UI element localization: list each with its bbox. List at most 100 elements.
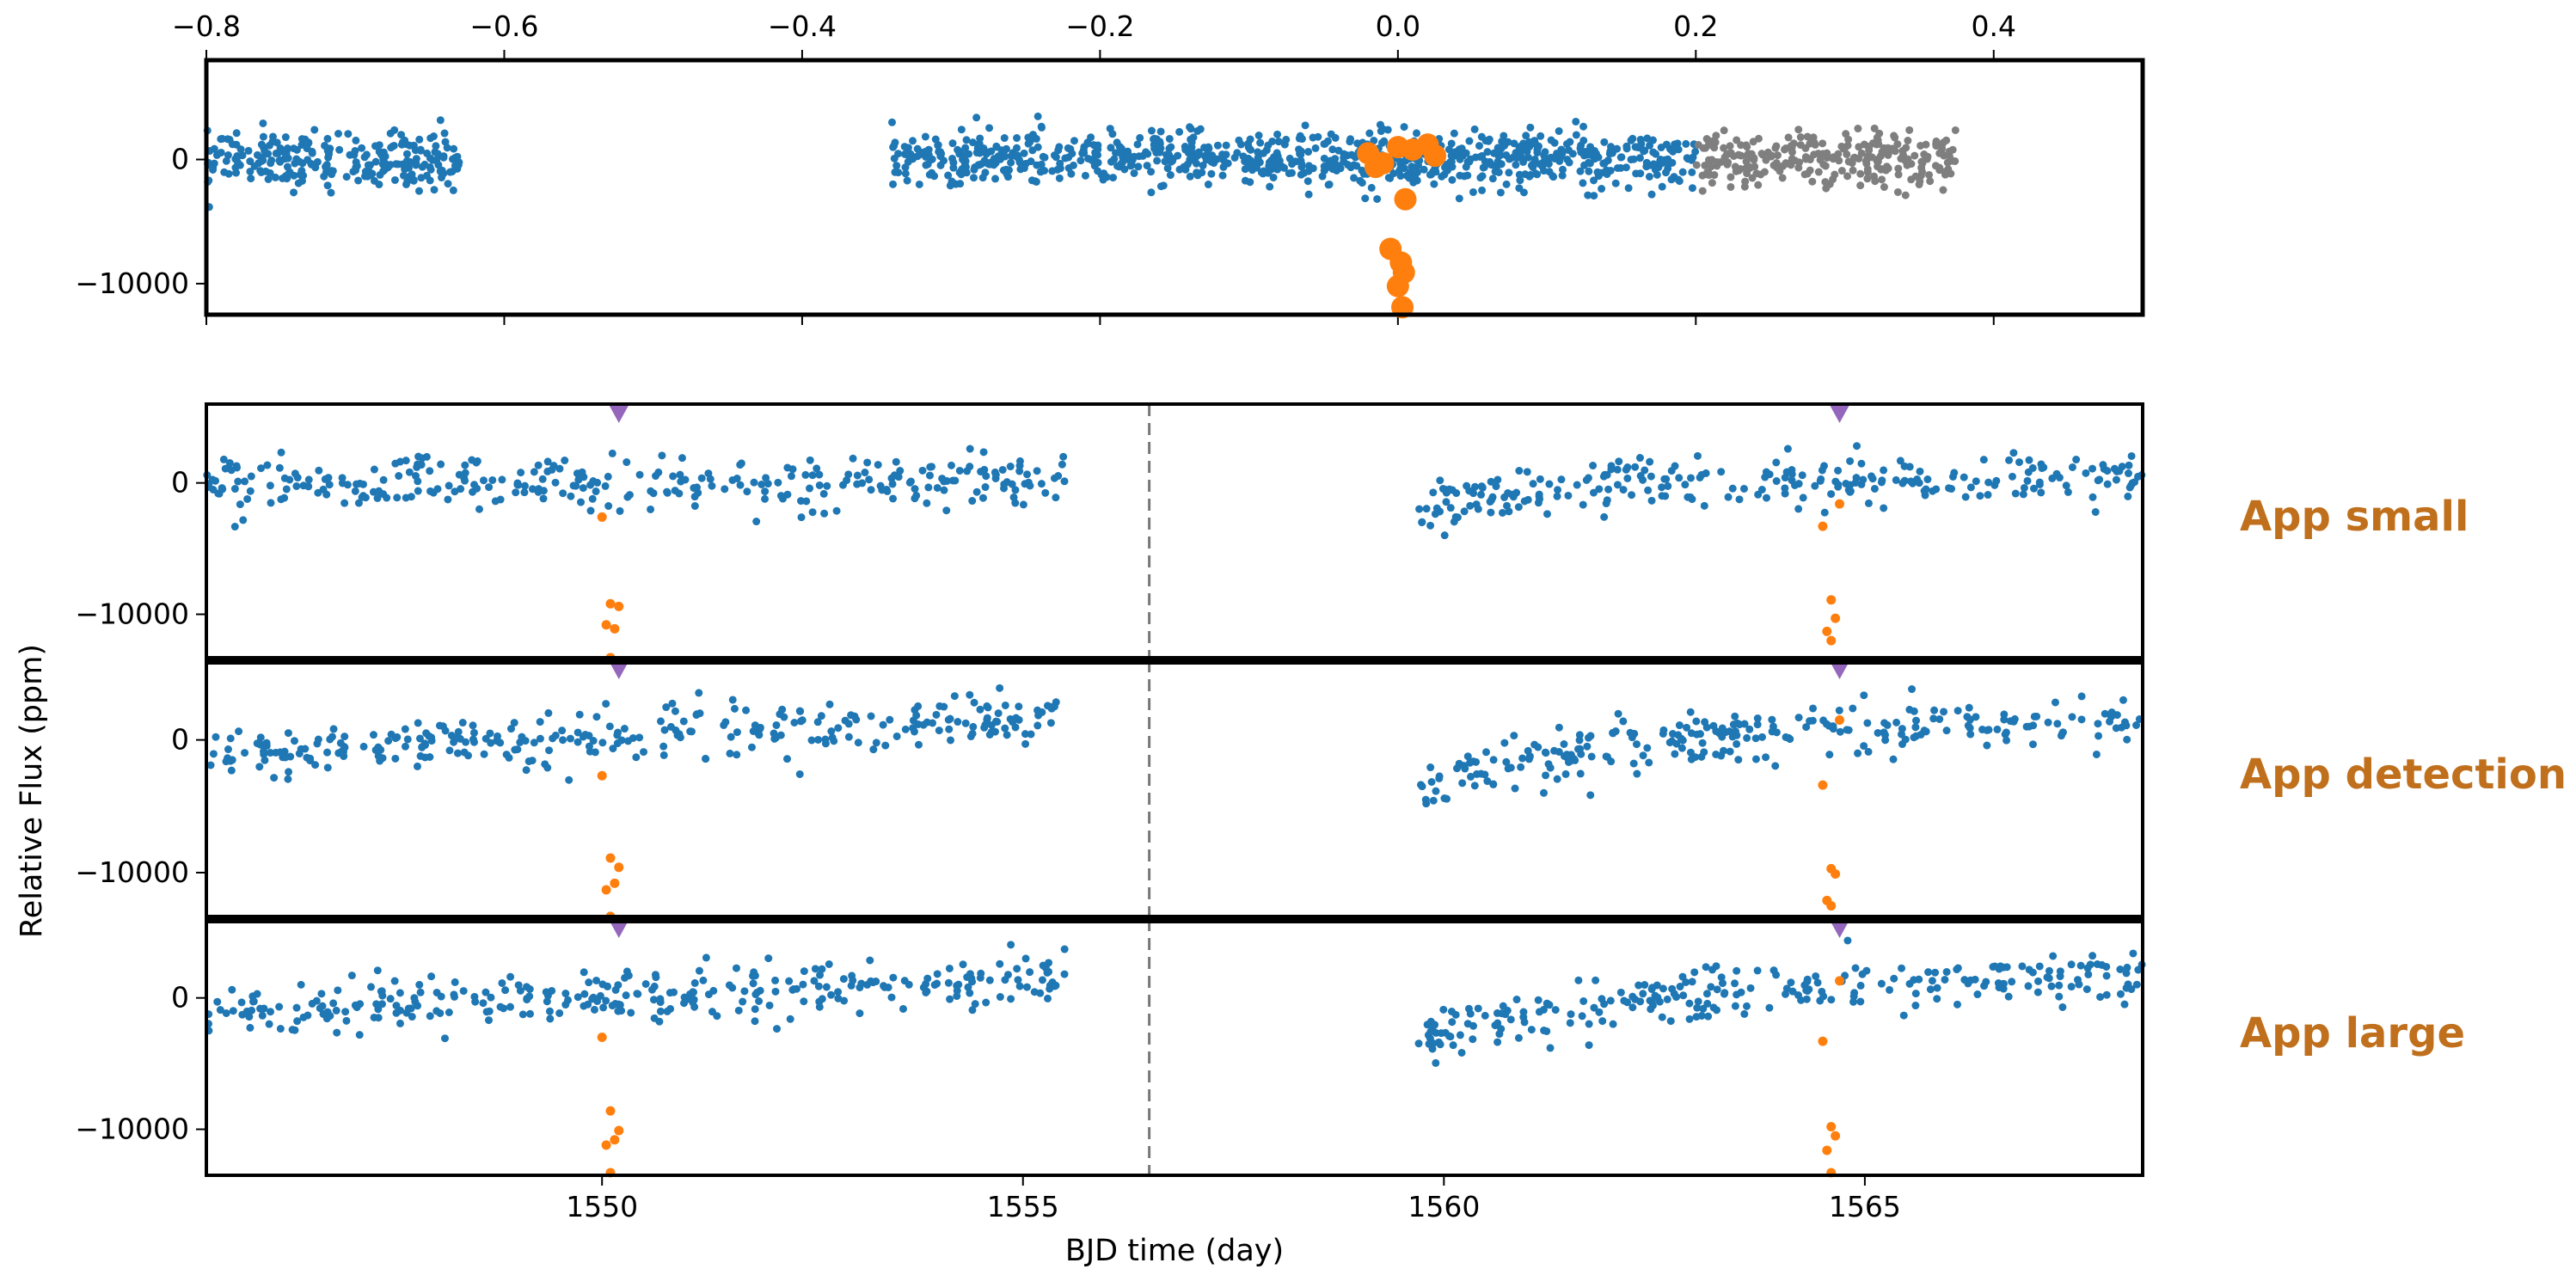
flux-point <box>402 494 410 502</box>
flux-point <box>651 971 659 979</box>
phase-point-out-of-window <box>1800 170 1809 179</box>
phase-point-out-of-window <box>1789 139 1798 148</box>
phase-point <box>956 180 965 188</box>
flux-point <box>312 996 321 1005</box>
flux-point <box>1889 755 1898 763</box>
flux-point <box>620 725 629 733</box>
phase-point-out-of-window <box>1948 156 1957 165</box>
x-tick-label: 1560 <box>1408 1190 1480 1223</box>
flux-point <box>334 749 343 757</box>
flux-point <box>378 991 387 1000</box>
flux-point <box>1630 729 1639 738</box>
flux-point <box>539 487 548 495</box>
flux-point <box>1613 465 1622 474</box>
flux-point <box>1698 739 1707 747</box>
flux-point <box>323 748 332 757</box>
flux-point <box>1798 471 1806 480</box>
flux-point <box>1762 753 1770 762</box>
flux-point <box>1465 487 1474 495</box>
flux-point <box>543 763 552 772</box>
flux-point <box>469 721 477 730</box>
phase-point-out-of-window <box>1903 161 1911 169</box>
flux-point <box>1809 704 1818 713</box>
phase-point <box>294 179 303 187</box>
flux-point <box>265 1020 273 1028</box>
phase-point-out-of-window <box>1863 168 1872 176</box>
phase-point-out-of-window <box>1842 130 1850 138</box>
phase-point <box>1321 166 1329 175</box>
transit-point <box>601 885 611 895</box>
phase-point <box>957 126 966 134</box>
flux-point <box>751 1017 759 1026</box>
flux-point <box>1609 1020 1617 1028</box>
phase-point-out-of-window <box>1778 174 1787 182</box>
phase-frame <box>204 58 2145 317</box>
phase-point <box>1648 136 1657 144</box>
flux-point <box>1510 732 1518 740</box>
phase-point <box>446 168 455 176</box>
phase-point <box>353 162 361 170</box>
transit-point <box>614 601 624 611</box>
flux-point <box>950 692 959 701</box>
flux-point <box>1595 485 1604 494</box>
phase-point <box>1484 137 1493 145</box>
flux-point <box>1474 1004 1482 1013</box>
phase-point <box>1515 184 1524 193</box>
phase-point <box>1112 149 1120 157</box>
phase-point <box>383 163 392 172</box>
flux-point <box>598 739 607 747</box>
flux-point <box>1751 755 1760 763</box>
phase-point-out-of-window <box>1878 148 1886 156</box>
flux-point <box>1647 1005 1655 1014</box>
phase-point <box>1346 138 1354 146</box>
flux-point <box>690 502 699 511</box>
flux-point <box>968 729 977 738</box>
flux-point <box>783 755 792 763</box>
flux-point <box>985 730 994 739</box>
flux-point <box>239 516 248 524</box>
flux-point <box>1712 750 1720 758</box>
flux-point <box>919 984 928 992</box>
flux-point <box>2084 970 2093 978</box>
flux-point <box>1486 498 1494 506</box>
flux-point <box>1768 727 1776 736</box>
phase-point <box>449 186 457 194</box>
flux-point <box>756 723 764 732</box>
flux-point <box>1729 720 1738 729</box>
flux-point <box>649 996 658 1004</box>
flux-point <box>1026 968 1034 977</box>
phase-point <box>1012 144 1021 152</box>
phase-point <box>1627 136 1635 144</box>
flux-point <box>2018 962 2027 971</box>
phase-point <box>903 176 911 185</box>
flux-point <box>1030 988 1039 996</box>
flux-point <box>1717 468 1726 476</box>
flux-point <box>1854 749 1862 757</box>
flux-point <box>1942 967 1951 976</box>
flux-point <box>976 705 984 714</box>
flux-point <box>1527 1026 1536 1034</box>
transit-point <box>610 878 620 888</box>
flux-point <box>311 761 320 769</box>
phase-point <box>1314 132 1322 141</box>
flux-point <box>1027 730 1035 739</box>
flux-point <box>983 714 991 722</box>
transit-point <box>605 853 616 863</box>
flux-point <box>228 985 236 994</box>
flux-point <box>543 457 552 466</box>
flux-point <box>1856 981 1865 990</box>
transit-point <box>1818 1036 1828 1046</box>
flux-point <box>849 454 857 463</box>
flux-point <box>783 463 792 472</box>
phase-point-out-of-window <box>1704 141 1713 150</box>
flux-point <box>1507 490 1516 499</box>
flux-point <box>1709 721 1718 730</box>
phase-point <box>1002 144 1010 153</box>
flux-point <box>2091 508 2100 517</box>
flux-point <box>1898 725 1906 733</box>
phase-point <box>1165 150 1174 159</box>
flux-point <box>1015 702 1023 711</box>
flux-point <box>834 994 843 1002</box>
phase-point <box>1087 133 1095 142</box>
flux-point <box>2045 966 2053 975</box>
